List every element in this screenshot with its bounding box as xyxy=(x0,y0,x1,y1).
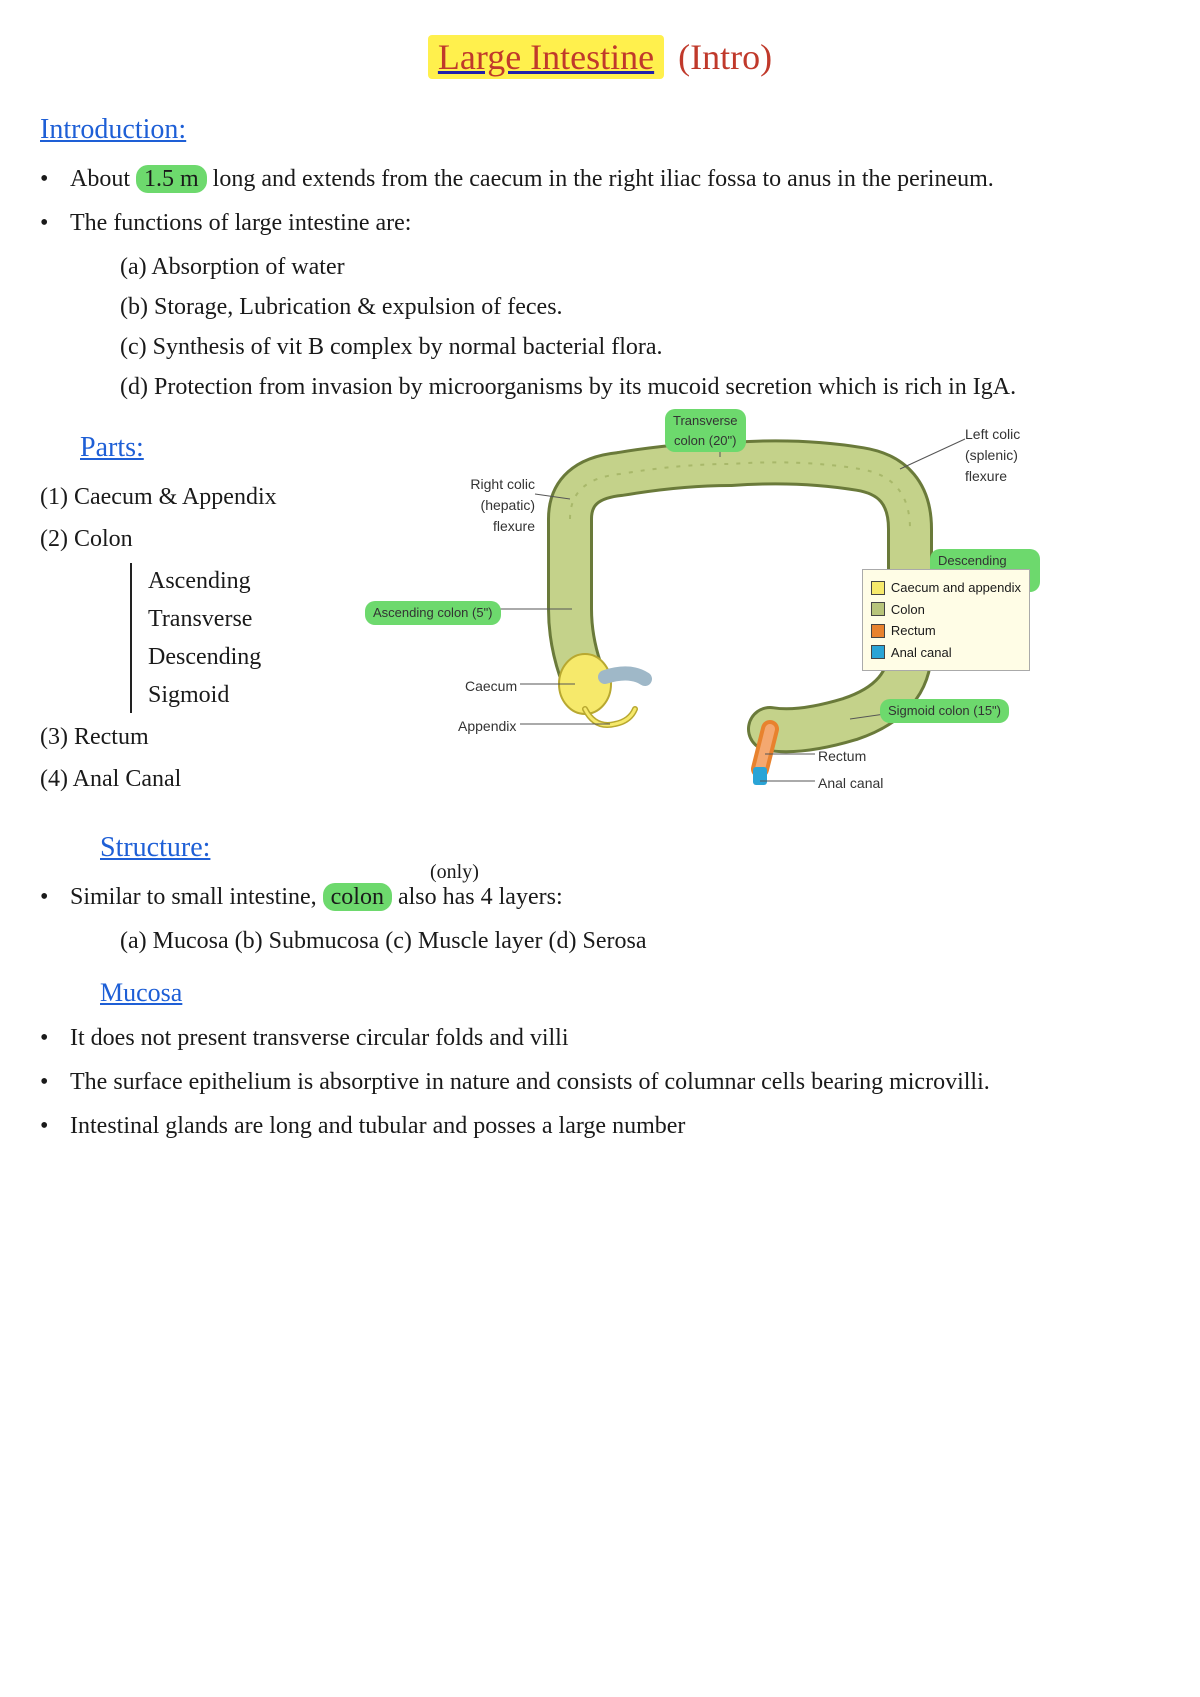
highlight-colon: colon xyxy=(323,883,392,911)
legend-label: Anal canal xyxy=(891,643,952,663)
part-4: (4) Anal Canal xyxy=(40,761,400,797)
mucosa-bullet-2: • The surface epithelium is absorptive i… xyxy=(40,1064,1160,1100)
function-d: (d) Protection from invasion by microorg… xyxy=(120,369,1160,405)
intro-bullet-1: • About 1.5 m long and extends from the … xyxy=(40,161,1160,197)
colon-ascending: Ascending xyxy=(148,563,400,599)
label-caecum: Caecum xyxy=(465,676,517,697)
bullet-text: The surface epithelium is absorptive in … xyxy=(70,1064,1160,1100)
legend-label: Caecum and appendix xyxy=(891,578,1021,598)
legend-swatch xyxy=(871,602,885,616)
colon-transverse: Transverse xyxy=(148,601,400,637)
label-left-flexure: Left colic (splenic) flexure xyxy=(965,424,1040,487)
intro-bullet-2: • The functions of large intestine are: xyxy=(40,205,1160,241)
part-3: (3) Rectum xyxy=(40,719,400,755)
large-intestine-diagram: Right colic (hepatic) flexure Transverse… xyxy=(420,409,1040,809)
function-a: (a) Absorption of water xyxy=(120,249,1160,285)
structure-bullet-1: (only) • Similar to small intestine, col… xyxy=(40,879,1160,915)
part-1: (1) Caecum & Appendix xyxy=(40,479,400,515)
page-title-main: Large Intestine xyxy=(428,35,664,79)
text-part: About xyxy=(70,166,136,192)
colon-subtypes: Ascending Transverse Descending Sigmoid xyxy=(130,563,400,713)
function-c: (c) Synthesis of vit B complex by normal… xyxy=(120,329,1160,365)
label-appendix: Appendix xyxy=(458,716,516,737)
subheading-mucosa: Mucosa xyxy=(100,973,1160,1012)
text-part: long and extends from the caecum in the … xyxy=(207,166,994,192)
mucosa-bullet-3: • Intestinal glands are long and tubular… xyxy=(40,1108,1160,1144)
bullet-text: About 1.5 m long and extends from the ca… xyxy=(70,161,1160,197)
bullet-text: Similar to small intestine, colon also h… xyxy=(70,879,1160,915)
part-2: (2) Colon xyxy=(40,521,400,557)
colon-sigmoid: Sigmoid xyxy=(148,677,400,713)
function-b: (b) Storage, Lubrication & expulsion of … xyxy=(120,289,1160,325)
label-anal-canal: Anal canal xyxy=(818,773,883,794)
section-structure-heading: Structure: xyxy=(100,827,1160,869)
text-part: also has 4 layers: xyxy=(392,884,563,910)
legend-label: Rectum xyxy=(891,621,936,641)
highlight-length: 1.5 m xyxy=(136,165,207,193)
diagram-legend: Caecum and appendix Colon Rectum Anal ca… xyxy=(862,569,1030,671)
legend-swatch xyxy=(871,581,885,595)
legend-label: Colon xyxy=(891,600,925,620)
bullet-dot: • xyxy=(40,205,70,241)
label-ascending-colon: Ascending colon (5") xyxy=(365,601,501,625)
label-right-flexure: Right colic (hepatic) flexure xyxy=(440,474,535,537)
legend-swatch xyxy=(871,624,885,638)
bullet-dot: • xyxy=(40,1064,70,1100)
label-sigmoid-colon: Sigmoid colon (15") xyxy=(880,699,1009,723)
text-part: Similar to small intestine, xyxy=(70,884,323,910)
annotation-only: (only) xyxy=(430,857,479,887)
layers-list: (a) Mucosa (b) Submucosa (c) Muscle laye… xyxy=(120,923,1160,959)
section-parts-heading: Parts: xyxy=(80,427,400,469)
label-rectum: Rectum xyxy=(818,746,866,767)
bullet-dot: • xyxy=(40,879,70,915)
label-transverse-colon: Transverse colon (20") xyxy=(665,409,746,452)
bullet-text: It does not present transverse circular … xyxy=(70,1020,1160,1056)
page-title-row: Large Intestine (Intro) xyxy=(40,30,1160,84)
page-title-paren: (Intro) xyxy=(678,37,772,77)
bullet-dot: • xyxy=(40,1020,70,1056)
bullet-text: The functions of large intestine are: xyxy=(70,205,1160,241)
mucosa-bullet-1: • It does not present transverse circula… xyxy=(40,1020,1160,1056)
section-introduction-heading: Introduction: xyxy=(40,109,1160,151)
bullet-dot: • xyxy=(40,1108,70,1144)
bullet-dot: • xyxy=(40,161,70,197)
legend-swatch xyxy=(871,645,885,659)
bullet-text: Intestinal glands are long and tubular a… xyxy=(70,1108,1160,1144)
colon-descending: Descending xyxy=(148,639,400,675)
